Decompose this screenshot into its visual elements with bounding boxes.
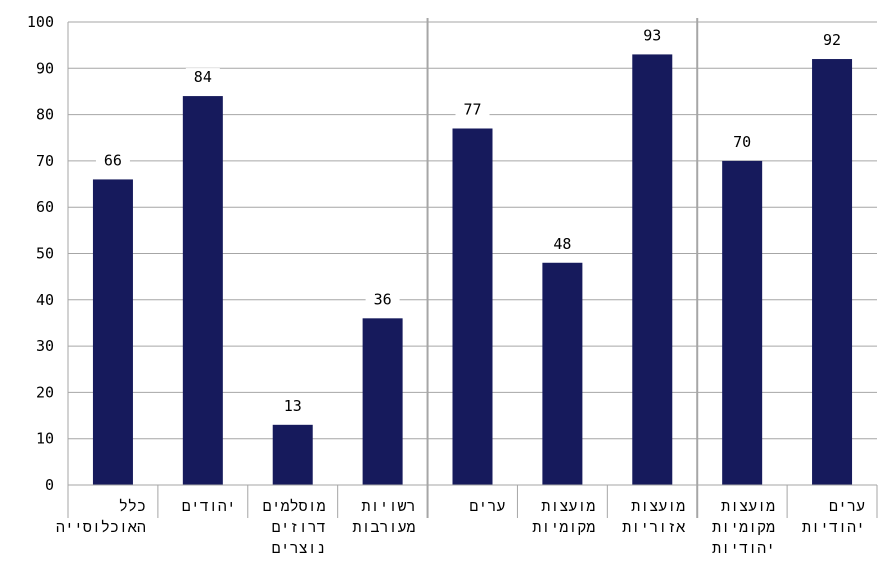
y-tick-label: 60: [36, 198, 54, 216]
category-labels: כלל האוכלוסייה יהודים מוסלמים דרוזים נוצרים רש…: [56, 497, 865, 557]
data-label: 66: [104, 151, 122, 169]
bar: [722, 160, 763, 485]
data-label: 77: [463, 100, 481, 118]
category-label: יהודיות: [802, 518, 865, 536]
category-label: אזוריות: [622, 518, 685, 536]
bar: [452, 128, 493, 486]
category-label: מעורבות: [353, 518, 416, 536]
data-label: 13: [284, 397, 302, 415]
data-label-bg: [365, 290, 400, 309]
y-axis: 0 10 20 30 40 50 60 70 80 90 100: [27, 13, 69, 494]
bar: [182, 96, 223, 485]
data-label: 70: [733, 133, 751, 151]
category-label: מקומיות: [532, 518, 595, 536]
bars: [92, 54, 853, 486]
data-labels: 66 84 13 36 77 48 93 70 92: [95, 26, 850, 415]
bar: [632, 54, 673, 485]
category-label: נוצרים: [272, 539, 326, 557]
category-label: יהודים: [182, 497, 236, 515]
data-label: 36: [374, 290, 392, 308]
data-label: 48: [553, 235, 571, 253]
data-label-bg: [815, 31, 850, 50]
y-tick-label: 30: [36, 337, 54, 355]
category-label: האוכלוסייה: [56, 518, 146, 536]
bar: [362, 318, 403, 485]
data-label: 92: [823, 31, 841, 49]
y-tick-label: 100: [27, 13, 54, 31]
category-label: יהודיות: [712, 539, 775, 557]
data-label-bg: [455, 100, 490, 119]
data-label-bg: [725, 132, 760, 151]
category-label: ערים: [829, 497, 865, 515]
data-label-bg: [275, 396, 310, 415]
y-tick-label: 90: [36, 59, 54, 77]
category-label: רשויות: [362, 497, 416, 515]
y-tick-label: 40: [36, 291, 54, 309]
category-label: מקומיות: [712, 518, 775, 536]
y-tick-label: 0: [45, 476, 54, 494]
bar: [812, 59, 853, 485]
y-tick-label: 10: [36, 430, 54, 448]
data-label-bg: [95, 151, 130, 170]
category-label: מועצות: [631, 497, 685, 515]
bar: [542, 262, 583, 485]
category-label: ערים: [469, 497, 505, 515]
data-label: 84: [194, 68, 212, 86]
x-axis: [67, 18, 878, 518]
category-label: מוסלמים: [263, 497, 326, 515]
category-label: דרוזים: [272, 518, 326, 536]
bar: [92, 179, 133, 486]
category-label: כלל: [119, 497, 146, 515]
category-label: מועצות: [541, 497, 595, 515]
y-tick-label: 20: [36, 383, 54, 401]
category-label: מועצות: [721, 497, 775, 515]
data-label-bg: [545, 234, 580, 253]
bar: [272, 424, 313, 485]
data-label-bg: [185, 68, 220, 87]
y-tick-label: 80: [36, 106, 54, 124]
y-tick-label: 70: [36, 152, 54, 170]
data-label-bg: [635, 26, 670, 45]
data-label: 93: [643, 26, 661, 44]
y-tick-label: 50: [36, 245, 54, 263]
